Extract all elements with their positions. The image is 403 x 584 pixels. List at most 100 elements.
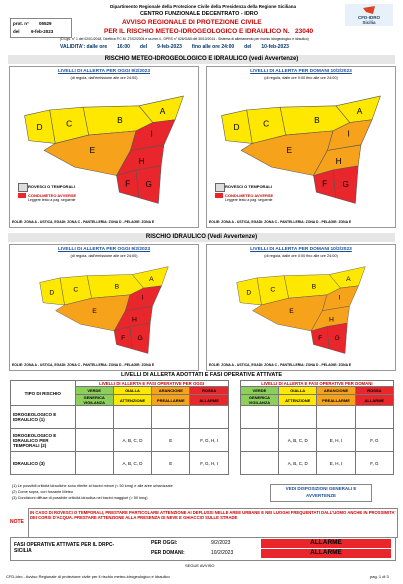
center: CENTRO FUNZIONALE DECENTRATO - IDRO [140, 11, 259, 17]
cell: A, B, C, D [278, 451, 318, 475]
cell [74, 451, 114, 475]
zone-label: D [234, 122, 240, 132]
subtitle: PER IL RISCHIO METEO-IDROGEOLOGICO E IDR… [104, 28, 290, 35]
see-box: VEDI DISPOSIZIONI GENERALI E AVVERTENZE [270, 484, 372, 502]
zone-label: C [270, 286, 275, 293]
today-phase: ALLARME [261, 539, 391, 548]
phase: PREALLARME [316, 394, 356, 406]
row: IDROGEOLOGICO E IDRAULICO PER TEMPORALI … [10, 428, 395, 452]
phase: ATTENZIONE [278, 394, 318, 406]
zone-label: G [145, 179, 152, 189]
zone-label: F [318, 335, 322, 342]
zone-label: G [334, 335, 339, 342]
footnote: (2) Come sopra, con forzante Meteo [12, 490, 73, 494]
logo-icon [363, 6, 375, 14]
level: ARANCIONE [151, 386, 191, 395]
validity-part: fino alle ore 24:00 [191, 44, 235, 50]
map-panel: LIVELLI DI ALLERTA PER DOMANI 10/2/2023 (… [206, 66, 396, 228]
tomorrow-phase: ALLARME [261, 549, 391, 558]
zone-label: A [346, 276, 351, 283]
cell: F, G [354, 451, 395, 475]
zone-label: I [347, 128, 349, 138]
logo: CFD-IDRO Sicilia [345, 4, 393, 26]
map: A B C D E F G H I [24, 95, 184, 204]
zone [322, 285, 359, 311]
cell [74, 405, 114, 429]
cell: E, H, I [316, 451, 356, 475]
cell: E [151, 428, 191, 452]
zone-label: E [289, 308, 294, 315]
zone-label: H [329, 317, 334, 324]
validity-part: VALIDITA': dalle ore [60, 44, 108, 50]
tomorrow-header: LIVELLI DI ALLERTA E FASI OPERATIVE PER … [239, 380, 395, 387]
cell [189, 405, 229, 429]
cell: E, H, I [316, 428, 356, 452]
cell: F, G [354, 428, 395, 452]
level: ARANCIONE [316, 386, 356, 395]
cell [151, 405, 191, 429]
cell [354, 405, 395, 429]
note-text: IN CASO DI ROVESCI O TEMPORALI, PRESTARE… [28, 508, 398, 538]
cell [239, 428, 280, 452]
zone [130, 119, 176, 151]
footnote: (3) Condizioni diffuse di possibile crit… [12, 496, 148, 500]
phases: FASI OPERATIVE ATTIVATE PER IL DRPC-SICI… [10, 537, 396, 561]
cell [278, 405, 318, 429]
gap [228, 381, 240, 475]
row: IDROGEOLOGICO E IDRAULICO (1) [10, 405, 395, 429]
validity-part: del [244, 44, 252, 50]
zone-label: E [286, 145, 292, 155]
zone-label: I [150, 128, 152, 138]
logo-text: CFD-IDRO [358, 15, 380, 20]
panel-title: LIVELLI DI ALLERTA PER DOMANI 10/2/2023 [250, 69, 352, 74]
panel-title: LIVELLI DI ALLERTA PER DOMANI 10/2/2023 [250, 247, 352, 252]
legend-icon [18, 183, 28, 192]
level: ROSSA [354, 386, 395, 395]
zone-label: G [342, 179, 349, 189]
zone-label: A [160, 106, 166, 116]
row: GENERICA VIGILANZA ATTENZIONE PREALLARME AL… [11, 394, 395, 406]
table-title: LIVELLI DI ALLERTA ADOTTATI E FASI OPERA… [120, 372, 283, 378]
legend-icon [215, 193, 223, 198]
legend-text: CONDI-METEO AVVERSE [28, 193, 77, 198]
zone-label: B [115, 284, 120, 291]
zone-label: C [263, 119, 269, 129]
zone-label: E [92, 308, 97, 315]
panel-subtitle: (di regola, dall'emissione alle ore 24:0… [70, 76, 138, 80]
cell [316, 405, 356, 429]
legend-text: Leggere testo a pag. seguente [225, 198, 273, 202]
prot-box: prot. n° 05529 del 9-feb-2023 [10, 18, 72, 38]
cell: F, G, H, I [189, 428, 229, 452]
zone [125, 285, 162, 311]
level: VERDE [239, 386, 280, 395]
zone-label: C [73, 286, 78, 293]
zone-label: I [142, 294, 144, 301]
cell [239, 405, 280, 429]
zone-label: D [37, 122, 43, 132]
validity-part: del [139, 44, 148, 50]
department: Dipartimento Regionale della Protezione … [110, 4, 297, 9]
row: VERDE GIALLA ARANCIONE ROSSA VERDE GIALLA ARAN… [11, 386, 395, 395]
zone-label: A [149, 276, 154, 283]
zone-note: EOLIE: ZONA A - USTICA, EGADI: ZONA C - … [12, 363, 155, 367]
legend-icon [215, 183, 225, 192]
zone-label: B [314, 115, 320, 125]
zone-label: B [117, 115, 123, 125]
cell: E [151, 451, 191, 475]
legend-text: ROVESCI O TEMPORALI [28, 184, 75, 189]
today-date: 9/2/2023 [211, 540, 231, 546]
level: GIALLA [112, 386, 153, 395]
panel-subtitle: (di regola, dalle ore 0:00 fino alle ore… [264, 76, 338, 80]
legend-icon [18, 193, 26, 198]
row-label: IDRAULICO (3) [10, 451, 76, 475]
zone-label: H [132, 317, 137, 324]
zone-label: F [125, 179, 130, 189]
map-panel: LIVELLI DI ALLERTA PER OGGI 9/2/2023 (di … [9, 244, 199, 371]
number: 23040 [295, 28, 314, 35]
validity: VALIDITA': dalle ore 16:00 del 9-feb-2023 fi… [60, 44, 289, 50]
tomorrow-date: 10/2/2023 [211, 550, 234, 556]
map-panel: LIVELLI DI ALLERTA PER OGGI 9/2/2023 (di … [9, 66, 199, 228]
continues: SEGUE AVVISO [185, 563, 215, 568]
panel-title: LIVELLI DI ALLERTA PER OGGI 9/2/2023 [57, 247, 151, 252]
cell: A, B, C, D [278, 428, 318, 452]
